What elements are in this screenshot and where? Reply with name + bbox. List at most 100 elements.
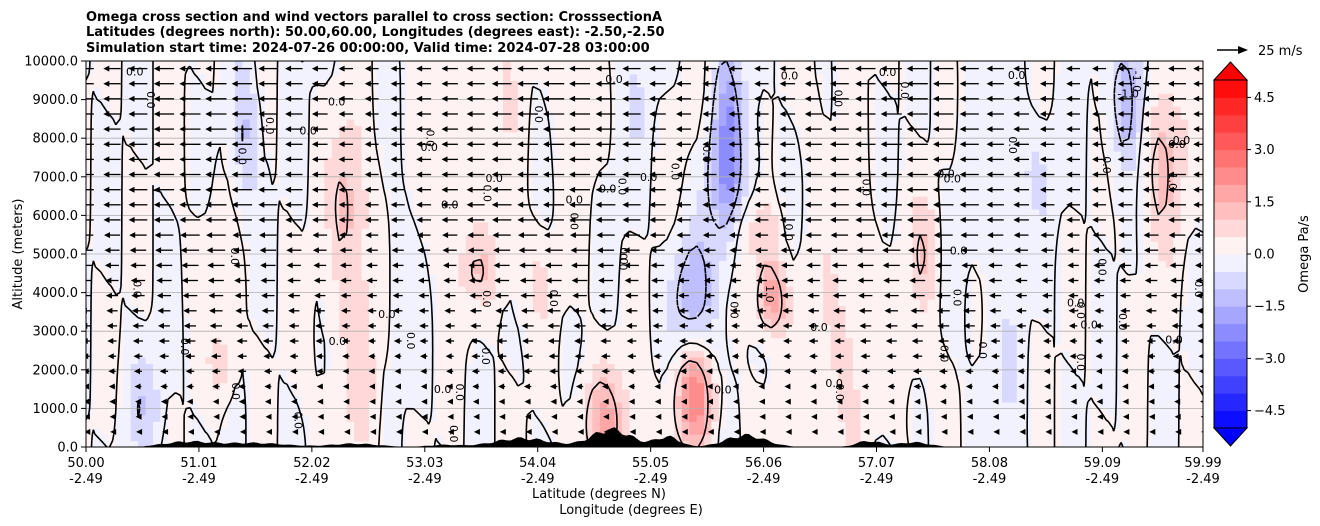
omega-cell	[905, 401, 914, 409]
omega-cell	[867, 311, 876, 319]
omega-cell	[912, 434, 921, 442]
omega-cell	[897, 234, 906, 242]
omega-cell	[391, 234, 400, 242]
omega-cell	[115, 414, 124, 422]
omega-cell	[503, 427, 512, 435]
omega-cell	[1031, 331, 1040, 339]
omega-cell	[696, 408, 705, 416]
omega-cell	[354, 241, 363, 249]
omega-cell	[555, 241, 564, 249]
omega-cell	[1009, 292, 1018, 300]
omega-cell	[614, 241, 623, 249]
omega-cell	[1173, 254, 1182, 262]
omega-cell	[1091, 234, 1100, 242]
omega-cell	[696, 414, 705, 422]
omega-cell	[1173, 318, 1182, 326]
omega-cell	[972, 337, 981, 345]
omega-cell	[808, 241, 817, 249]
omega-cell	[920, 279, 929, 287]
omega-cell	[435, 266, 445, 274]
omega-cell	[681, 241, 690, 249]
omega-cell	[1046, 286, 1055, 294]
omega-cell	[838, 254, 847, 262]
omega-cell	[160, 363, 169, 371]
omega-cell	[897, 408, 906, 416]
omega-cell	[220, 318, 229, 326]
omega-cell	[532, 234, 541, 242]
omega-cell	[115, 292, 124, 300]
omega-cell	[1173, 266, 1182, 274]
omega-cell	[651, 401, 660, 409]
omega-cell	[934, 311, 943, 319]
omega-cell	[391, 241, 400, 249]
omega-cell	[1009, 382, 1018, 390]
omega-cell	[249, 344, 258, 352]
omega-cell	[696, 299, 705, 307]
omega-cell	[413, 305, 422, 313]
omega-cell	[1068, 389, 1078, 397]
omega-cell	[1188, 427, 1197, 435]
omega-cell	[823, 376, 832, 384]
omega-cell	[741, 389, 750, 397]
omega-cell	[517, 408, 526, 416]
omega-cell	[897, 382, 906, 390]
omega-cell	[644, 389, 653, 397]
omega-cell	[324, 408, 333, 416]
omega-cell	[823, 440, 832, 447]
omega-cell	[875, 241, 884, 249]
omega-cell	[622, 311, 631, 319]
omega-cell	[287, 440, 296, 447]
omega-cell	[964, 401, 973, 409]
omega-cell	[979, 350, 988, 358]
omega-cell	[592, 369, 601, 377]
omega-cell	[540, 369, 549, 377]
omega-cell	[465, 234, 474, 242]
omega-cell	[287, 286, 296, 294]
omega-cell	[473, 241, 482, 249]
omega-cell	[771, 363, 780, 371]
omega-cell	[376, 292, 385, 300]
omega-cell	[607, 247, 616, 255]
omega-cell	[301, 311, 310, 319]
omega-cell	[547, 369, 556, 377]
omega-cell	[287, 350, 296, 358]
omega-cell	[331, 421, 340, 429]
omega-cell	[272, 434, 281, 442]
omega-cell	[212, 241, 221, 249]
omega-cell	[629, 344, 638, 352]
omega-cell	[138, 247, 147, 255]
omega-cell	[644, 234, 653, 242]
omega-cell	[1076, 440, 1085, 447]
omega-cell	[108, 266, 117, 274]
omega-cell	[383, 305, 392, 313]
omega-cell	[1165, 324, 1174, 332]
omega-cell	[458, 427, 467, 435]
omega-cell	[778, 292, 787, 300]
omega-cell	[435, 421, 445, 429]
omega-cell	[920, 427, 929, 435]
omega-cell	[190, 331, 199, 339]
omega-cell	[242, 254, 251, 262]
omega-cell	[249, 273, 258, 281]
omega-cell	[413, 350, 422, 358]
omega-cell	[167, 408, 176, 416]
omega-cell	[1188, 344, 1197, 352]
omega-cell	[718, 273, 728, 281]
omega-cell	[949, 318, 958, 326]
omega-cell	[607, 260, 616, 268]
omega-cell	[733, 305, 742, 313]
omega-cell	[517, 363, 526, 371]
omega-cell	[763, 395, 772, 403]
omega-cell	[793, 434, 802, 442]
plot-area: 0.00.01.00.00.00.01.00.00.00.00.00.00.0 0…	[85, 60, 1204, 448]
omega-cell	[1076, 234, 1085, 242]
omega-cell	[443, 389, 452, 397]
omega-cell	[205, 292, 214, 300]
omega-cell	[957, 350, 966, 358]
omega-cell	[942, 440, 951, 447]
omega-cell	[205, 401, 214, 409]
omega-cell	[220, 273, 229, 281]
omega-cell	[115, 273, 124, 281]
omega-cell	[867, 305, 876, 313]
omega-cell	[354, 273, 363, 281]
